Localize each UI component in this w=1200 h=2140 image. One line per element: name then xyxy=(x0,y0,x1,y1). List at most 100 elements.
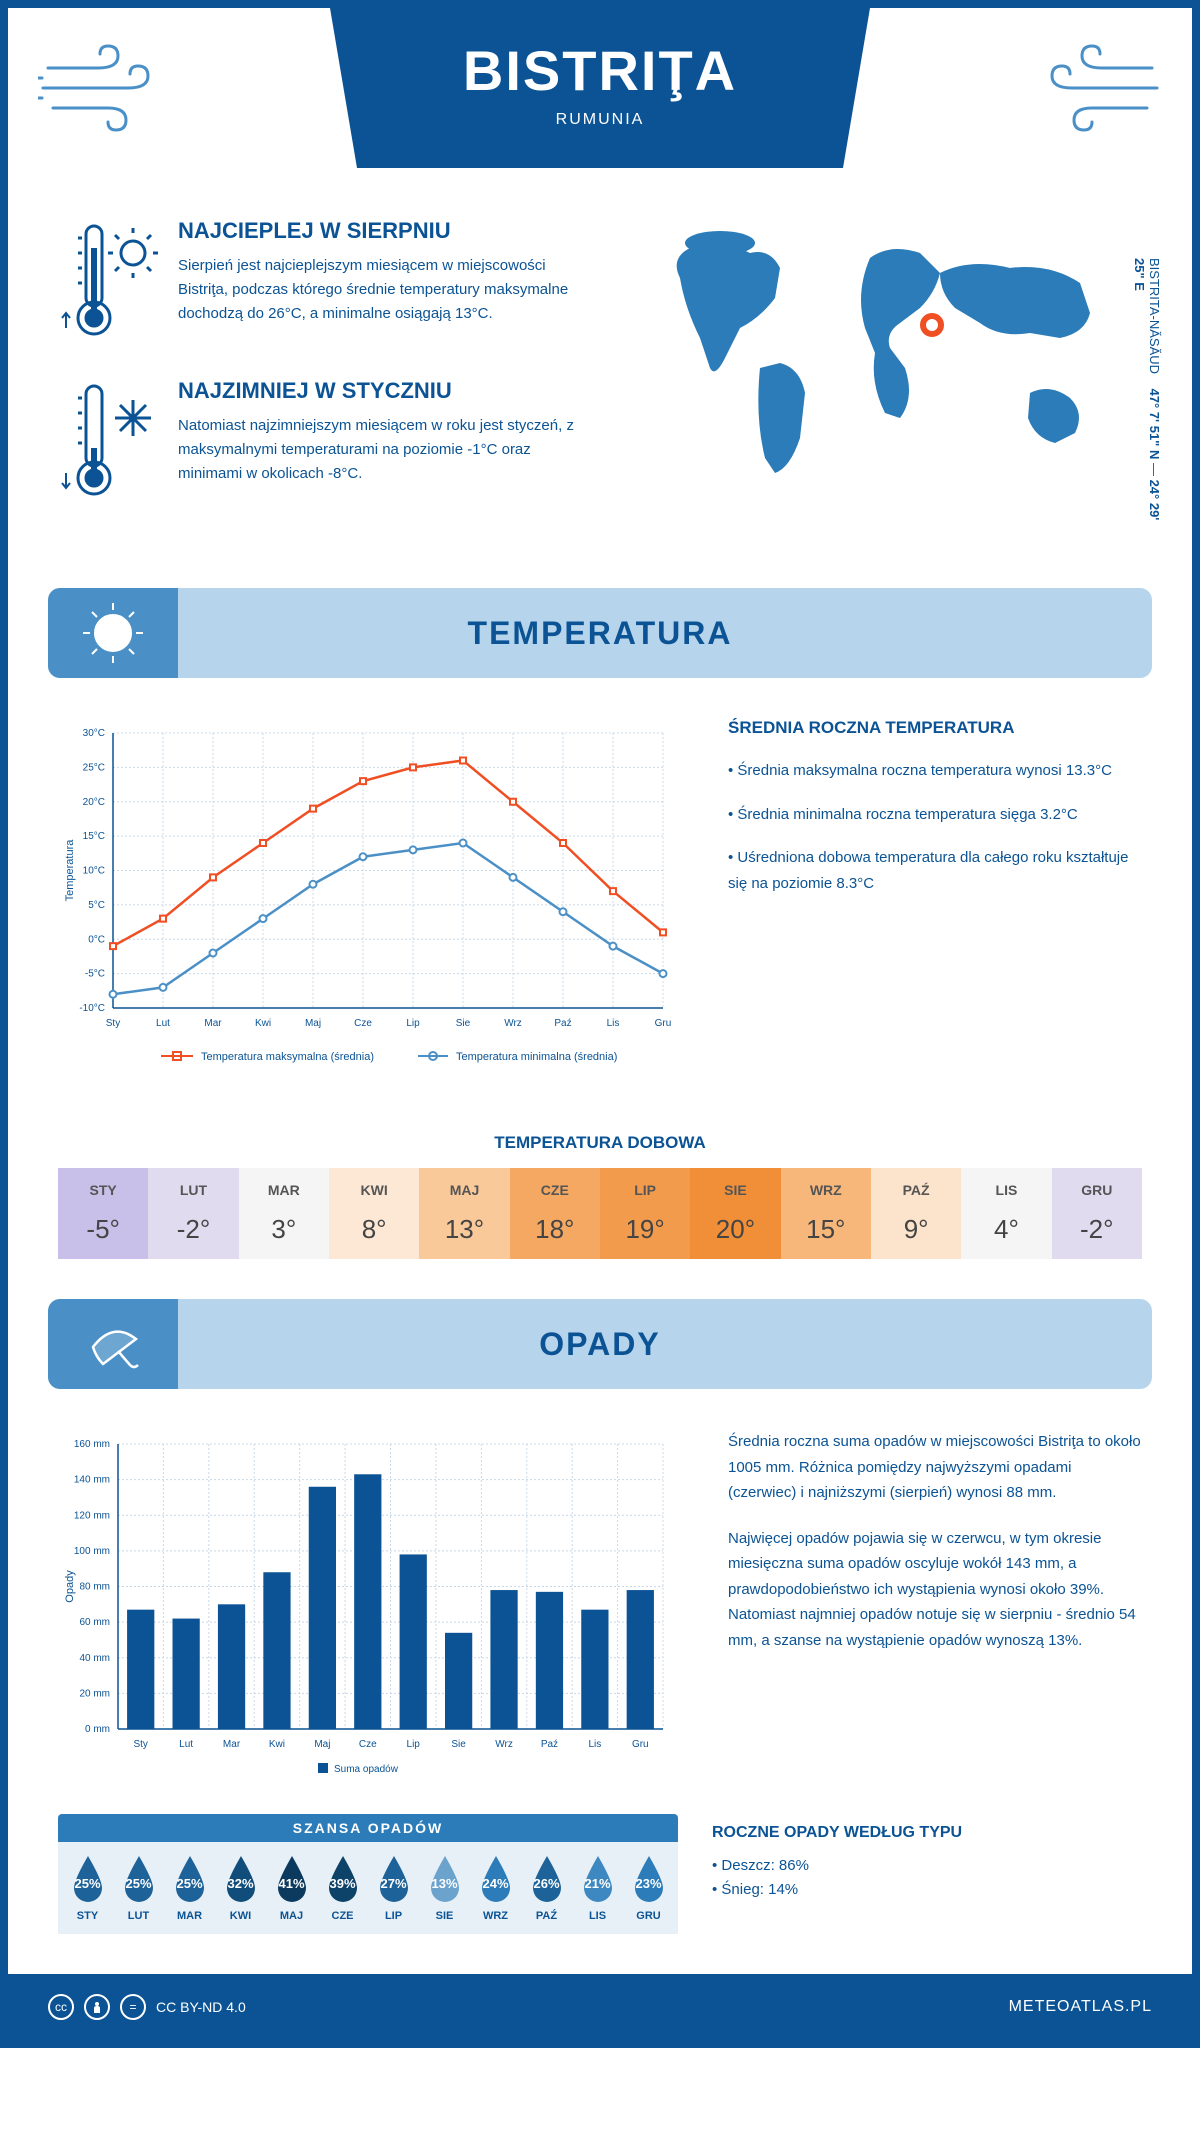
svg-text:140 mm: 140 mm xyxy=(74,1475,110,1486)
daily-temp-cell: CZE18° xyxy=(510,1168,600,1259)
section-title: OPADY xyxy=(539,1326,660,1363)
raindrop-icon: 41% xyxy=(272,1854,312,1904)
section-title: TEMPERATURA xyxy=(468,615,733,652)
license-text: CC BY-ND 4.0 xyxy=(156,1999,246,2015)
daily-temp-cell: LIP19° xyxy=(600,1168,690,1259)
precipitation-section-header: OPADY xyxy=(48,1299,1152,1389)
raindrop-icon: 13% xyxy=(425,1854,465,1904)
svg-text:Mar: Mar xyxy=(223,1739,241,1750)
svg-text:160 mm: 160 mm xyxy=(74,1439,110,1450)
chance-cell: 13% SIE xyxy=(419,1854,470,1922)
svg-text:Suma opadów: Suma opadów xyxy=(334,1764,399,1775)
svg-text:Kwi: Kwi xyxy=(255,1018,271,1029)
chance-cell: 23% GRU xyxy=(623,1854,674,1922)
svg-text:Paź: Paź xyxy=(541,1739,558,1750)
svg-text:40 mm: 40 mm xyxy=(79,1653,110,1664)
svg-text:Mar: Mar xyxy=(204,1018,222,1029)
svg-text:80 mm: 80 mm xyxy=(79,1582,110,1593)
wind-icon xyxy=(1022,38,1162,138)
wind-icon xyxy=(38,38,178,138)
svg-text:60 mm: 60 mm xyxy=(79,1617,110,1628)
chance-cell: 24% WRZ xyxy=(470,1854,521,1922)
chance-cell: 21% LIS xyxy=(572,1854,623,1922)
svg-text:Wrz: Wrz xyxy=(504,1018,522,1029)
svg-text:Sie: Sie xyxy=(451,1739,466,1750)
by-icon xyxy=(84,1994,110,2020)
daily-temp-cell: MAJ13° xyxy=(419,1168,509,1259)
svg-text:Sty: Sty xyxy=(106,1018,120,1029)
daily-temp-cell: SIE20° xyxy=(690,1168,780,1259)
chance-cell: 25% LUT xyxy=(113,1854,164,1922)
svg-text:Lis: Lis xyxy=(607,1018,620,1029)
coordinates: BISTRITA-NĂSĂUD 47° 7' 51" N — 24° 29' 2… xyxy=(1132,258,1162,538)
svg-text:Kwi: Kwi xyxy=(269,1739,285,1750)
raindrop-icon: 32% xyxy=(221,1854,261,1904)
title-banner: BISTRIŢA RUMUNIA xyxy=(330,8,870,168)
daily-temp-cell: PAŹ9° xyxy=(871,1168,961,1259)
precipitation-bar-chart: 0 mm20 mm40 mm60 mm80 mm100 mm120 mm140 … xyxy=(58,1429,678,1794)
svg-text:Temperatura: Temperatura xyxy=(64,839,76,902)
raindrop-icon: 26% xyxy=(527,1854,567,1904)
coldest-title: NAJZIMNIEJ W STYCZNIU xyxy=(178,378,598,404)
sun-icon xyxy=(48,588,178,678)
svg-text:Lut: Lut xyxy=(156,1018,170,1029)
svg-text:5°C: 5°C xyxy=(88,900,105,911)
svg-text:Sty: Sty xyxy=(133,1739,147,1750)
daily-temp-cell: STY-5° xyxy=(58,1168,148,1259)
umbrella-icon xyxy=(48,1299,178,1389)
daily-temp-grid: STY-5°LUT-2°MAR3°KWI8°MAJ13°CZE18°LIP19°… xyxy=(58,1168,1142,1259)
thermometer-cold-icon xyxy=(58,378,158,508)
svg-text:Maj: Maj xyxy=(314,1739,330,1750)
intro-section: NAJCIEPLEJ W SIERPNIU Sierpień jest najc… xyxy=(8,198,1192,578)
chance-title: SZANSA OPADÓW xyxy=(58,1814,678,1842)
svg-text:0 mm: 0 mm xyxy=(85,1724,110,1735)
svg-text:Gru: Gru xyxy=(655,1018,672,1029)
precipitation-info: Średnia roczna suma opadów w miejscowośc… xyxy=(728,1429,1142,1794)
svg-text:Temperatura maksymalna (średni: Temperatura maksymalna (średnia) xyxy=(201,1051,374,1063)
coldest-text: Natomiast najzimniejszym miesiącem w rok… xyxy=(178,414,598,486)
temperature-line-chart: -10°C-5°C0°C5°C10°C15°C20°C25°C30°CStyLu… xyxy=(58,718,678,1083)
svg-text:Gru: Gru xyxy=(632,1739,649,1750)
precip-type-box: ROCZNE OPADY WEDŁUG TYPU • Deszcz: 86% •… xyxy=(712,1824,1142,1902)
raindrop-icon: 23% xyxy=(629,1854,669,1904)
country-name: RUMUNIA xyxy=(330,111,870,129)
daily-temp-title: TEMPERATURA DOBOWA xyxy=(8,1133,1192,1153)
coldest-block: NAJZIMNIEJ W STYCZNIU Natomiast najzimni… xyxy=(58,378,598,508)
svg-text:Lis: Lis xyxy=(588,1739,601,1750)
daily-temp-cell: LUT-2° xyxy=(148,1168,238,1259)
chance-cell: 25% STY xyxy=(62,1854,113,1922)
svg-text:Wrz: Wrz xyxy=(495,1739,513,1750)
svg-text:Lip: Lip xyxy=(407,1739,421,1750)
precipitation-chart-row: 0 mm20 mm40 mm60 mm80 mm100 mm120 mm140 … xyxy=(8,1399,1192,1804)
header: BISTRIŢA RUMUNIA xyxy=(8,8,1192,198)
hottest-block: NAJCIEPLEJ W SIERPNIU Sierpień jest najc… xyxy=(58,218,598,348)
svg-text:Opady: Opady xyxy=(64,1570,76,1603)
daily-temp-cell: LIS4° xyxy=(961,1168,1051,1259)
thermometer-hot-icon xyxy=(58,218,158,348)
temperature-section-header: TEMPERATURA xyxy=(48,588,1152,678)
svg-text:Lut: Lut xyxy=(179,1739,193,1750)
hottest-text: Sierpień jest najcieplejszym miesiącem w… xyxy=(178,254,598,326)
raindrop-icon: 21% xyxy=(578,1854,618,1904)
svg-text:-5°C: -5°C xyxy=(85,969,105,980)
raindrop-icon: 24% xyxy=(476,1854,516,1904)
footer: cc = CC BY-ND 4.0 METEOATLAS.PL xyxy=(8,1974,1192,2040)
precipitation-chance-box: SZANSA OPADÓW 25% STY 25% LUT 25% MAR 32… xyxy=(58,1814,678,1934)
svg-text:25°C: 25°C xyxy=(83,762,105,773)
raindrop-icon: 25% xyxy=(68,1854,108,1904)
city-name: BISTRIŢA xyxy=(330,38,870,103)
daily-temp-cell: WRZ15° xyxy=(781,1168,871,1259)
chance-cell: 26% PAŹ xyxy=(521,1854,572,1922)
temperature-chart-row: -10°C-5°C0°C5°C10°C15°C20°C25°C30°CStyLu… xyxy=(8,688,1192,1113)
svg-text:20 mm: 20 mm xyxy=(79,1688,110,1699)
daily-temp-cell: MAR3° xyxy=(239,1168,329,1259)
cc-icon: cc xyxy=(48,1994,74,2020)
site-name: METEOATLAS.PL xyxy=(1009,1998,1152,2016)
nd-icon: = xyxy=(120,1994,146,2020)
svg-text:Cze: Cze xyxy=(359,1739,377,1750)
raindrop-icon: 39% xyxy=(323,1854,363,1904)
svg-text:15°C: 15°C xyxy=(83,831,105,842)
infographic-page: BISTRIŢA RUMUNIA xyxy=(0,0,1200,2048)
raindrop-icon: 25% xyxy=(170,1854,210,1904)
chance-cell: 39% CZE xyxy=(317,1854,368,1922)
